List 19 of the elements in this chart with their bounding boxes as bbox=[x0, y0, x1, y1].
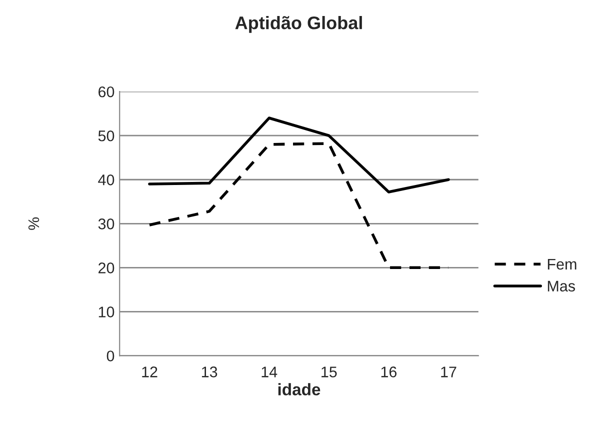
y-tick-label: 0 bbox=[106, 350, 114, 362]
y-tick-label: 60 bbox=[98, 86, 114, 98]
y-tick-label: 40 bbox=[98, 174, 114, 186]
x-tick-label: 14 bbox=[262, 366, 278, 378]
x-tick-label: 15 bbox=[322, 366, 337, 378]
legend-label: Mas bbox=[548, 280, 575, 292]
x-tick-label: 17 bbox=[441, 366, 456, 378]
legend-label: Fem bbox=[548, 258, 576, 270]
y-tick-label: 30 bbox=[98, 218, 114, 230]
y-tick-label: 20 bbox=[98, 262, 114, 274]
line-series bbox=[148, 116, 450, 194]
y-axis-title: % bbox=[28, 217, 40, 230]
y-tick-label: 10 bbox=[98, 306, 114, 318]
chart-title: Aptidão Global bbox=[235, 16, 362, 33]
x-axis-title: idade bbox=[278, 383, 320, 396]
x-tick-label: 16 bbox=[381, 366, 397, 378]
y-tick-label: 50 bbox=[98, 130, 114, 142]
x-tick-label: 13 bbox=[202, 366, 218, 378]
x-tick-label: 12 bbox=[142, 366, 158, 378]
